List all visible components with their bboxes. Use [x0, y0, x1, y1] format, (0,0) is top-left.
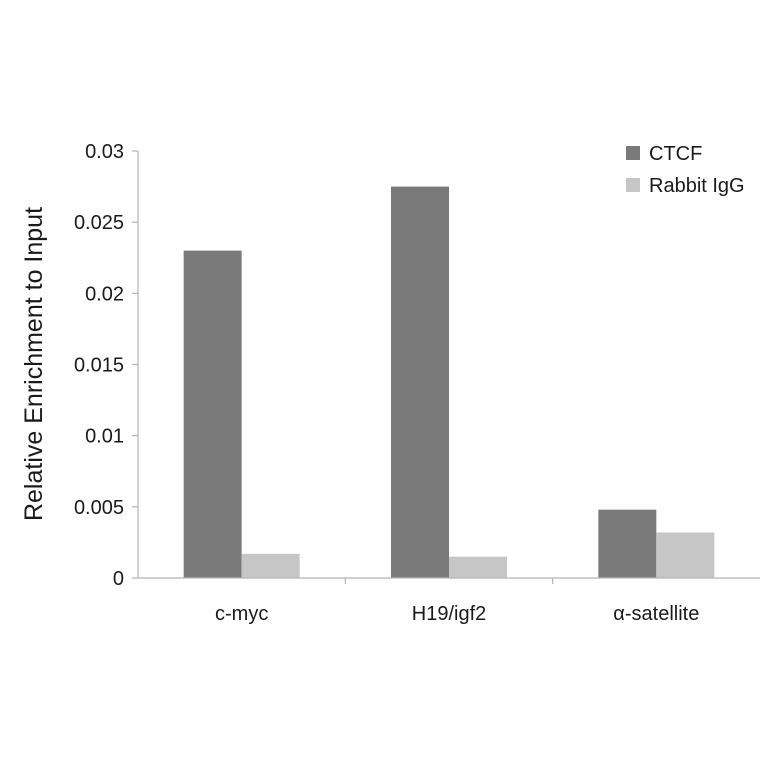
y-tick-label: 0: [113, 568, 124, 590]
x-category-label: α-satellite: [613, 603, 699, 625]
bar-rabbit-igg-1: [449, 556, 507, 578]
bar-marks: [183, 186, 715, 579]
bar-rabbit-igg-2: [656, 532, 715, 578]
bar-rabbit-igg-0: [241, 553, 300, 578]
bar-ctcf-2: [598, 509, 657, 578]
legend-label: CTCF: [649, 143, 702, 165]
y-tick-label: 0.02: [85, 283, 124, 305]
y-tick-label: 0.015: [74, 355, 124, 377]
y-tick-label: 0.03: [85, 141, 124, 163]
legend-swatch-rabbit-igg: [626, 178, 640, 192]
bar-ctcf-1: [391, 186, 449, 579]
y-tick-label: 0.005: [74, 497, 124, 519]
x-category-label: H19/igf2: [412, 603, 487, 625]
x-category-label: c-myc: [215, 603, 268, 625]
legend-label: Rabbit IgG: [649, 175, 745, 197]
legend-swatch-ctcf: [626, 146, 640, 160]
y-axis-ticks: 0 0.005 0.01 0.015 0.02 0.025 0.03: [74, 141, 138, 590]
y-tick-label: 0.01: [85, 426, 124, 448]
y-axis-title: Relative Enrichment to Input: [20, 207, 48, 521]
y-tick-label: 0.025: [74, 212, 124, 234]
bar-ctcf-0: [183, 250, 242, 578]
x-axis-labels: c-myc H19/igf2 α-satellite: [215, 603, 699, 625]
legend: CTCF Rabbit IgG: [626, 143, 745, 197]
axes: [137, 151, 760, 584]
